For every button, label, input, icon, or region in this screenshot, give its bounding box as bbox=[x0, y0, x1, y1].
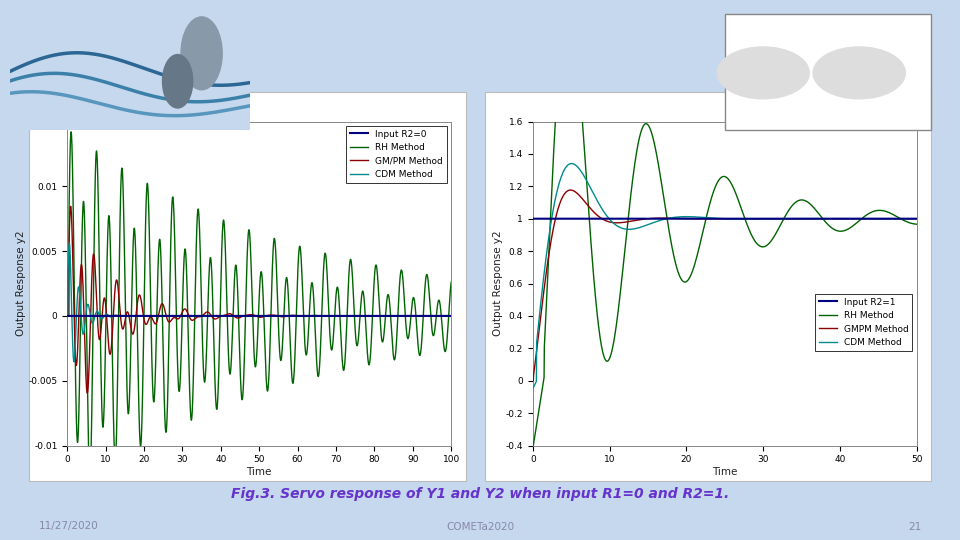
Line: GM/PM Method: GM/PM Method bbox=[67, 206, 451, 393]
GMPM Method bbox=[705, 215, 716, 222]
X-axis label: Time: Time bbox=[712, 467, 737, 477]
RH Method bbox=[438, 343, 449, 349]
Circle shape bbox=[162, 55, 193, 108]
RH Method bbox=[705, 197, 716, 203]
Input R2=1 bbox=[705, 215, 716, 222]
RH Method bbox=[61, 313, 73, 319]
Input R2=1 bbox=[557, 215, 568, 222]
GM/PM Method bbox=[106, 345, 117, 352]
CDM Method bbox=[705, 215, 716, 221]
CDM Method bbox=[106, 314, 117, 320]
CDM Method bbox=[61, 313, 73, 319]
GMPM Method bbox=[746, 215, 757, 222]
RH Method bbox=[65, 129, 77, 135]
RH Method bbox=[84, 475, 96, 482]
CDM Method bbox=[572, 165, 584, 171]
GM/PM Method bbox=[445, 313, 457, 319]
RH Method bbox=[690, 256, 702, 263]
RH Method bbox=[129, 226, 140, 232]
GM/PM Method bbox=[82, 390, 93, 396]
RH Method bbox=[226, 356, 237, 363]
Input R2=0 bbox=[208, 313, 220, 319]
Line: RH Method: RH Method bbox=[67, 132, 451, 478]
Line: RH Method: RH Method bbox=[533, 5, 917, 449]
CDM Method bbox=[698, 214, 709, 221]
RH Method bbox=[563, 2, 574, 8]
CDM Method bbox=[690, 214, 702, 220]
GM/PM Method bbox=[65, 203, 77, 210]
Input R2=0 bbox=[438, 313, 449, 319]
Input R2=1 bbox=[698, 215, 709, 222]
GMPM Method bbox=[690, 215, 702, 222]
CDM Method bbox=[746, 216, 757, 222]
Input R2=0 bbox=[445, 313, 457, 319]
Input R2=1 bbox=[911, 215, 923, 222]
CDM Method bbox=[565, 160, 577, 167]
RH Method bbox=[106, 287, 117, 293]
Input R2=0 bbox=[226, 313, 237, 319]
Text: Fig.3. Servo response of Y1 and Y2 when input R1=0 and R2=1.: Fig.3. Servo response of Y1 and Y2 when … bbox=[230, 487, 730, 501]
RH Method bbox=[445, 279, 457, 285]
GMPM Method bbox=[698, 215, 709, 222]
CDM Method bbox=[911, 215, 923, 222]
CDM Method bbox=[68, 359, 80, 365]
GM/PM Method bbox=[61, 313, 73, 319]
CDM Method bbox=[129, 313, 140, 319]
Input R2=0 bbox=[61, 313, 73, 319]
CDM Method bbox=[396, 313, 408, 319]
CDM Method bbox=[438, 313, 449, 319]
CDM Method bbox=[445, 313, 457, 319]
GMPM Method bbox=[564, 187, 576, 193]
Legend: Input R2=0, RH Method, GM/PM Method, CDM Method: Input R2=0, RH Method, GM/PM Method, CDM… bbox=[347, 126, 446, 183]
GMPM Method bbox=[527, 377, 539, 384]
RH Method bbox=[911, 221, 923, 227]
CDM Method bbox=[226, 313, 237, 319]
Text: 21: 21 bbox=[908, 522, 922, 531]
GM/PM Method bbox=[129, 327, 140, 334]
Input R2=0 bbox=[106, 313, 117, 319]
Input R2=0 bbox=[128, 313, 139, 319]
X-axis label: Time: Time bbox=[247, 467, 272, 477]
Input R2=1 bbox=[527, 215, 539, 222]
Y-axis label: Output Response y2: Output Response y2 bbox=[492, 231, 503, 336]
RH Method bbox=[557, 25, 568, 31]
Legend: Input R2=1, RH Method, GMPM Method, CDM Method: Input R2=1, RH Method, GMPM Method, CDM … bbox=[815, 294, 912, 351]
GMPM Method bbox=[572, 191, 584, 198]
Input R2=1 bbox=[572, 215, 584, 222]
Line: GMPM Method: GMPM Method bbox=[533, 190, 917, 381]
Input R2=0 bbox=[396, 313, 408, 319]
Circle shape bbox=[181, 17, 222, 90]
Text: COMETa2020: COMETa2020 bbox=[446, 522, 514, 531]
CDM Method bbox=[557, 170, 568, 177]
GMPM Method bbox=[911, 215, 923, 222]
GM/PM Method bbox=[226, 311, 237, 318]
Input R2=1 bbox=[690, 215, 702, 222]
RH Method bbox=[396, 272, 408, 279]
GM/PM Method bbox=[438, 313, 449, 319]
Input R2=1 bbox=[746, 215, 757, 222]
RH Method bbox=[746, 232, 757, 238]
GMPM Method bbox=[557, 194, 568, 200]
Line: CDM Method: CDM Method bbox=[533, 164, 917, 389]
GM/PM Method bbox=[396, 313, 408, 319]
RH Method bbox=[698, 224, 709, 231]
CDM Method bbox=[527, 386, 539, 392]
CDM Method bbox=[209, 313, 221, 319]
Line: CDM Method: CDM Method bbox=[67, 243, 451, 362]
RH Method bbox=[527, 446, 539, 452]
Y-axis label: Output Response y2: Output Response y2 bbox=[15, 231, 26, 336]
RH Method bbox=[572, 67, 584, 73]
GM/PM Method bbox=[209, 316, 221, 322]
RH Method bbox=[209, 370, 221, 376]
CDM Method bbox=[63, 240, 75, 246]
Text: 11/27/2020: 11/27/2020 bbox=[38, 522, 98, 531]
